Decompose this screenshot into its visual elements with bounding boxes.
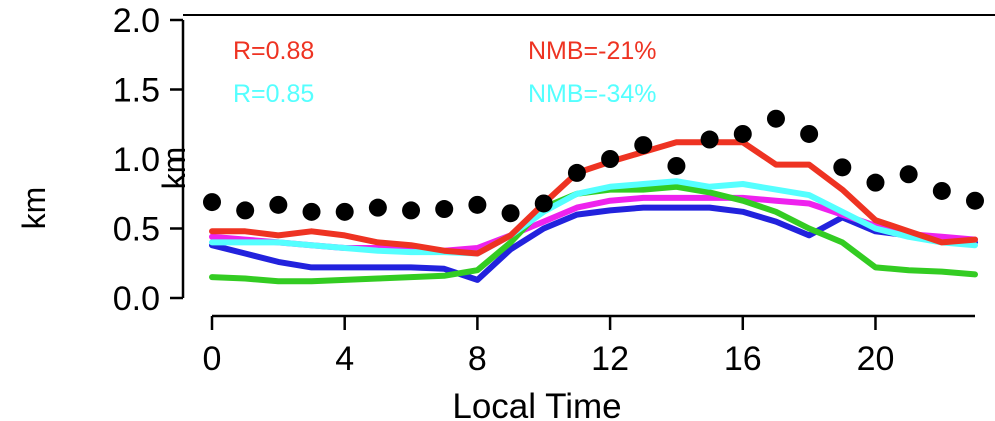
series-line-1: [209, 204, 978, 283]
observation-point: [800, 124, 819, 143]
x-tick-label: 16: [724, 340, 762, 378]
observation-point: [269, 195, 288, 214]
observation-point: [567, 163, 586, 182]
x-tick-label: 8: [468, 340, 487, 378]
observation-point: [236, 201, 255, 220]
observation-point: [634, 136, 653, 155]
observation-point: [833, 158, 852, 177]
observation-point: [966, 191, 984, 210]
observation-point: [733, 124, 752, 143]
x-tick-label: 20: [857, 340, 895, 378]
observation-point: [667, 156, 686, 175]
observation-points: [203, 109, 984, 223]
stats-annotations: R=0.88 NMB=-21% R=0.85 NMB=-34%: [233, 37, 657, 108]
observation-point: [932, 181, 951, 200]
observation-point: [899, 165, 918, 184]
observation-point: [203, 193, 221, 212]
observation-point: [766, 109, 785, 128]
series-lines: [209, 139, 978, 285]
stat-r-2: R=0.85: [233, 80, 314, 108]
series-line-5: [209, 139, 978, 257]
observation-point: [368, 198, 387, 217]
x-tick-label: 0: [203, 340, 222, 378]
observation-point: [335, 202, 354, 221]
observation-point: [866, 173, 885, 192]
x-ticks: 0 4 8 12 16 20: [203, 316, 895, 378]
observation-point: [468, 195, 487, 214]
stat-nmb-2: NMB=-34%: [528, 80, 657, 108]
observation-point: [302, 202, 321, 221]
observation-point: [501, 204, 520, 223]
observation-point: [534, 194, 553, 213]
y-tick-label: 1.5: [113, 72, 160, 110]
observation-point: [700, 130, 719, 149]
observation-point: [601, 150, 620, 168]
observation-point: [435, 200, 454, 219]
y-tick-label: 0.0: [113, 280, 160, 318]
x-tick-label: 4: [335, 340, 354, 378]
y-ticks: 0.0 0.5 1.0 1.5 2.0: [113, 2, 183, 318]
y-tick-label: 2.0: [113, 2, 160, 40]
y-tick-label: 0.5: [113, 211, 160, 249]
observation-point: [402, 201, 421, 220]
y-axis-label: km: [16, 187, 52, 230]
y-axis-label-overlay: km: [156, 147, 192, 190]
series-line-4: [209, 178, 978, 257]
stat-r-1: R=0.88: [233, 37, 314, 65]
stat-nmb-1: NMB=-21%: [528, 37, 657, 65]
x-tick-label: 12: [591, 340, 629, 378]
y-tick-label: 1.0: [113, 141, 160, 179]
x-axis-label: Local Time: [452, 387, 621, 421]
